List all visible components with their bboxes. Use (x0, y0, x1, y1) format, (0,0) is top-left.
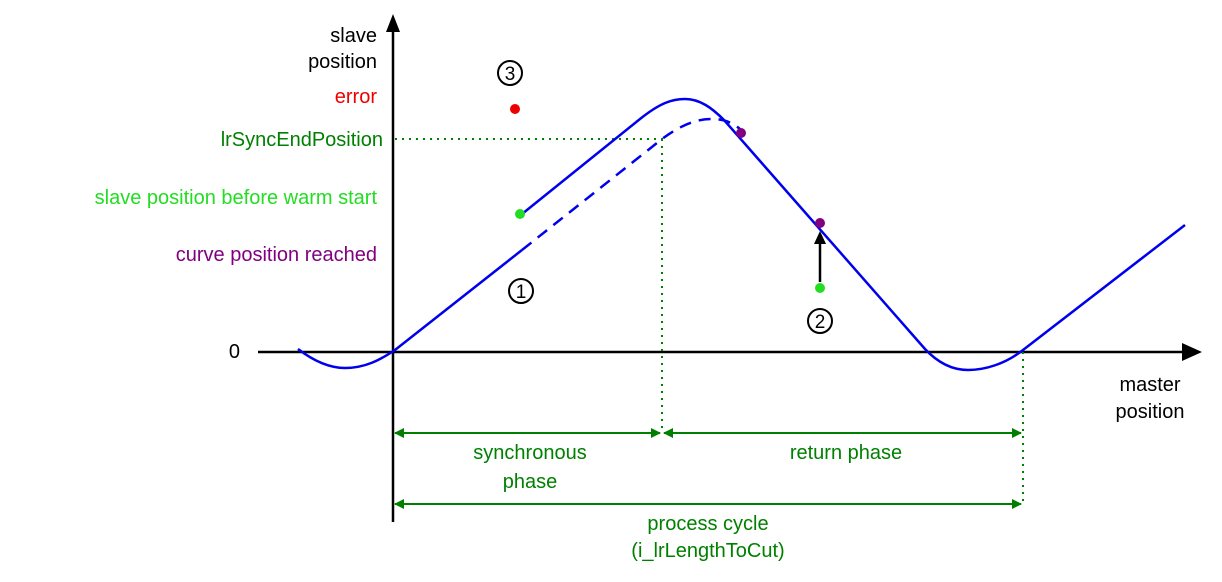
marker-1: 1 (508, 278, 534, 304)
marker-1-label: 1 (516, 282, 527, 303)
marker-2-label: 2 (815, 312, 826, 333)
reach-arrowhead (814, 231, 826, 244)
y-axis-arrowhead (386, 14, 400, 32)
curve-reached-point-1 (736, 128, 746, 138)
error-label: error (335, 86, 378, 108)
slave-before-warm-start-point (515, 209, 525, 219)
process-cycle-label-line1: process cycle (647, 513, 768, 535)
return-phase-label: return phase (790, 442, 902, 464)
y-axis-label-line2: position (308, 51, 377, 73)
cam-curve (297, 97, 1186, 372)
sync-end-position-label: lrSyncEndPosition (221, 129, 383, 151)
process-cycle-label-line2: (i_lrLengthToCut) (631, 540, 784, 562)
zero-label: 0 (229, 341, 240, 363)
x-axis-arrowhead (1182, 343, 1202, 361)
synchronous-phase-label-line2: phase (503, 471, 558, 493)
marker-2: 2 (807, 308, 833, 334)
marker-3: 3 (497, 60, 523, 86)
slave-start-point-2 (815, 283, 825, 293)
marker-3-label: 3 (505, 64, 516, 85)
error-point (510, 104, 520, 114)
slave-before-warm-start-label: slave position before warm start (95, 187, 378, 209)
curve-reached-point-2 (815, 218, 825, 228)
curve-position-reached-label: curve position reached (176, 244, 377, 266)
x-axis-label-line1: master (1119, 374, 1180, 396)
y-axis-label-line1: slave (330, 25, 377, 47)
x-axis-label-line2: position (1116, 401, 1185, 423)
cam-curve-projected (521, 117, 746, 251)
synchronous-phase-label-line1: synchronous (473, 442, 586, 464)
